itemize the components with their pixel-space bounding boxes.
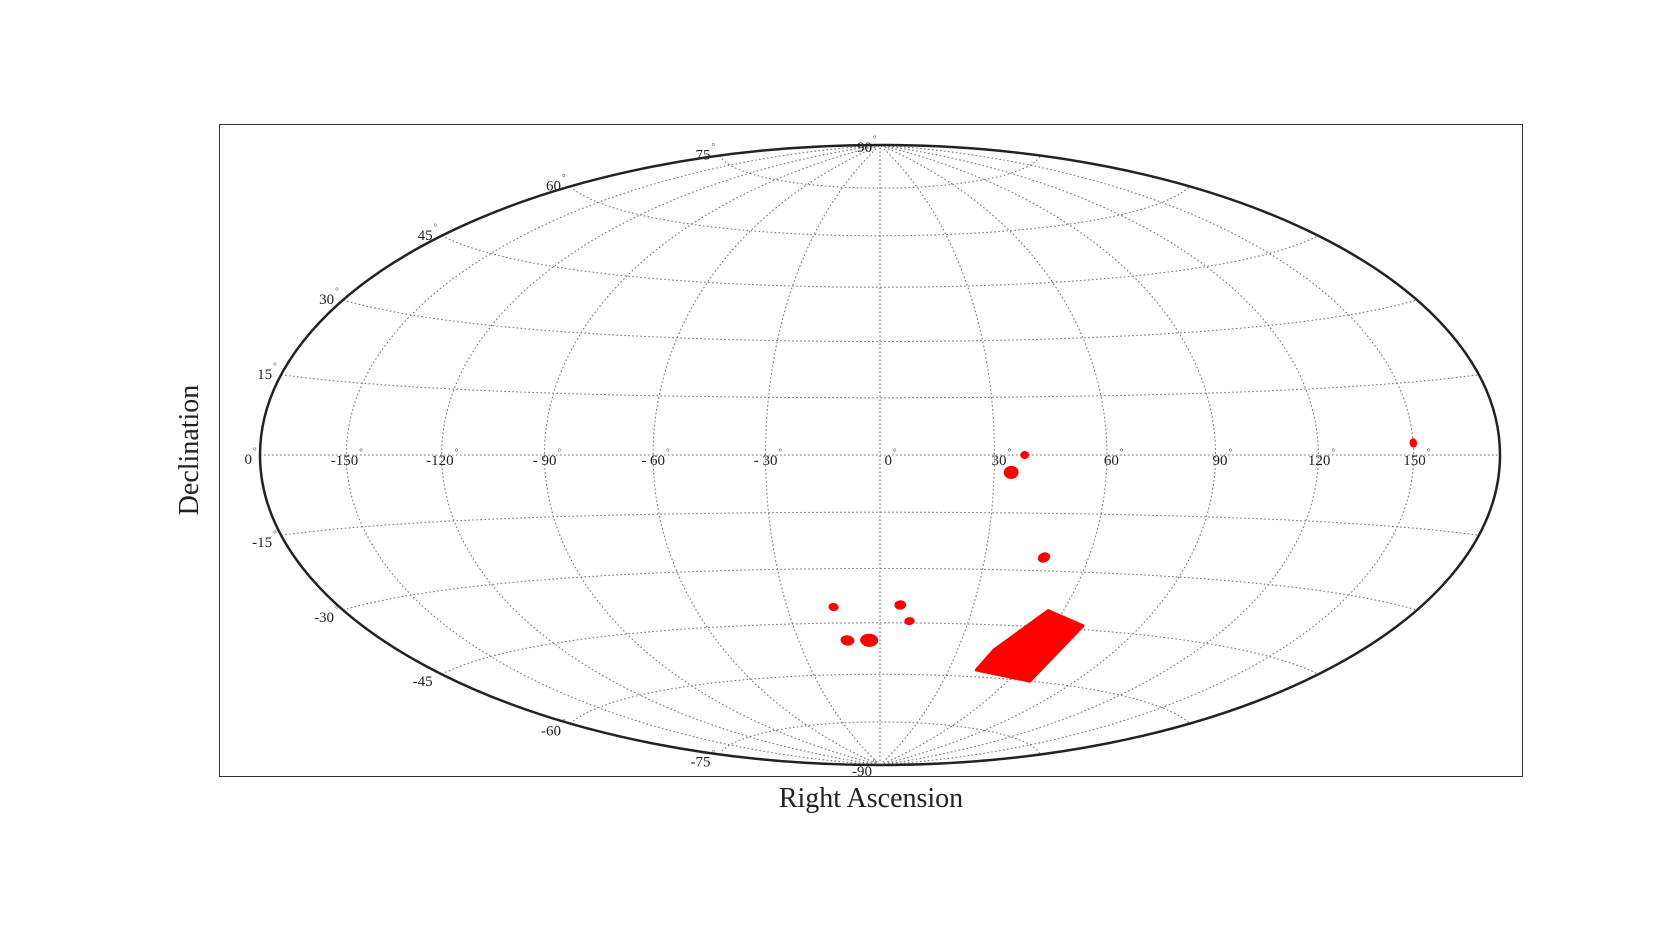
data-region-large	[974, 609, 1085, 683]
dec-gridline	[441, 622, 1319, 675]
ra-tick-label: - 30	[754, 453, 778, 469]
degree-symbol: °	[335, 604, 339, 614]
data-region	[1003, 465, 1019, 479]
degree-symbol: °	[273, 361, 277, 371]
degree-symbol: °	[873, 134, 877, 144]
data-region	[860, 633, 879, 647]
ra-tick-label: 30	[991, 453, 1006, 469]
ra-tick-label: - 90	[533, 453, 557, 469]
y-axis-title: Declination	[174, 384, 205, 516]
dec-tick-label: -90	[852, 764, 872, 780]
ra-tick-label: 90	[1213, 453, 1228, 469]
dec-tick-label: -30	[314, 610, 334, 626]
data-region	[894, 600, 907, 610]
degree-symbol: °	[455, 447, 459, 457]
ra-gridline	[765, 144, 881, 766]
x-axis-title: Right Ascension	[778, 783, 964, 814]
ra-tick-label: -150	[331, 453, 359, 469]
ra-tick-label: 60	[1104, 453, 1119, 469]
plot-frame	[219, 124, 1523, 777]
dec-tick-label: 90	[857, 140, 872, 156]
degree-symbol: °	[1427, 447, 1431, 457]
dec-tick-label: 30	[319, 292, 334, 308]
ra-gridline	[652, 144, 881, 766]
dec-tick-label: -60	[541, 723, 561, 739]
degree-symbol: °	[1120, 447, 1124, 457]
degree-symbol: °	[712, 142, 716, 152]
degree-symbol: °	[273, 529, 277, 539]
tick-labels: -150°-120°- 90°- 60°- 30°0°30°60°90°120°…	[245, 134, 1431, 780]
degree-symbol: °	[253, 446, 257, 456]
dec-tick-label: -15	[252, 535, 272, 551]
graticule	[260, 144, 1500, 766]
ra-tick-label: 0	[885, 453, 893, 469]
data-region	[828, 603, 839, 612]
dec-gridline	[569, 673, 1191, 724]
degree-symbol: °	[1331, 447, 1335, 457]
degree-symbol: °	[359, 447, 363, 457]
dec-gridline	[441, 235, 1319, 288]
degree-symbol: °	[779, 447, 783, 457]
degree-symbol: °	[893, 447, 897, 457]
degree-symbol: °	[557, 447, 561, 457]
data-region	[1020, 451, 1030, 459]
ra-tick-label: - 60	[641, 453, 665, 469]
degree-symbol: °	[1229, 447, 1233, 457]
data-region	[840, 635, 855, 646]
degree-symbol: °	[873, 758, 877, 768]
data-region	[904, 617, 915, 626]
dec-gridline	[719, 721, 1041, 755]
ra-gridline	[543, 144, 881, 766]
ra-tick-label: 150	[1403, 453, 1426, 469]
degree-symbol: °	[666, 447, 670, 457]
degree-symbol: °	[562, 173, 566, 183]
ra-tick-label: -120	[426, 453, 454, 469]
degree-symbol: °	[434, 222, 438, 232]
dec-tick-label: 15	[257, 367, 272, 383]
degree-symbol: °	[1007, 447, 1011, 457]
ra-gridline	[879, 144, 1415, 766]
dec-tick-label: 75	[696, 148, 711, 164]
ra-tick-label: 120	[1308, 453, 1331, 469]
dec-tick-label: 45	[418, 228, 433, 244]
data-region	[1037, 552, 1051, 563]
data-region	[1409, 438, 1417, 448]
degree-symbol: °	[434, 668, 438, 678]
data-regions	[828, 438, 1417, 683]
degree-symbol: °	[335, 286, 339, 296]
dec-tick-label: -75	[691, 754, 711, 770]
dec-tick-label: -45	[413, 674, 433, 690]
ra-gridline	[879, 144, 1108, 766]
ra-gridline	[345, 144, 881, 766]
dec-gridline	[281, 374, 1479, 399]
sky-boundary	[258, 143, 1502, 767]
dec-tick-label: 0	[245, 452, 253, 468]
ra-gridline	[879, 144, 1217, 766]
